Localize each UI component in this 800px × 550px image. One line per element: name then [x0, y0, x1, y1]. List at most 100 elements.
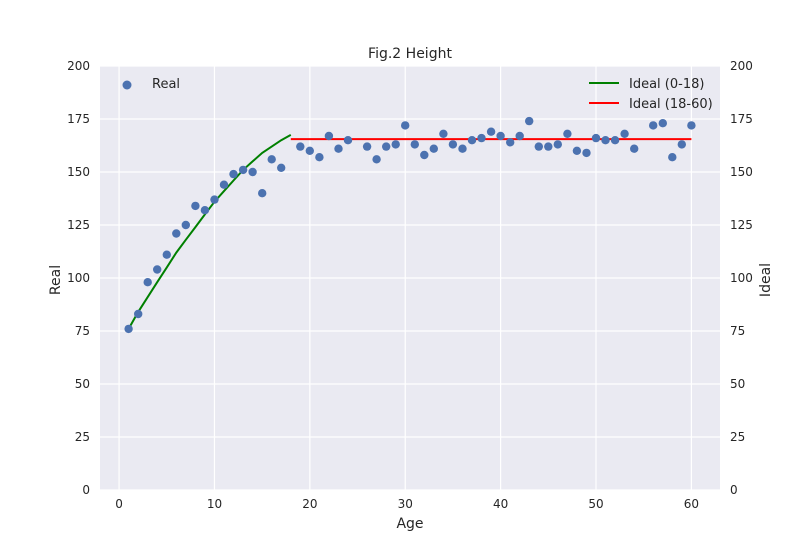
y-left-tick-label-2: 50: [75, 377, 90, 391]
x-tick-label-1: 10: [207, 497, 222, 511]
point-real-36: [486, 127, 496, 136]
x-axis-label: Age: [396, 516, 423, 532]
point-real-38: [506, 138, 515, 147]
point-real-42: [544, 142, 553, 151]
legend-right: Ideal (0-18) Ideal (18-60): [589, 77, 713, 112]
x-tick-label-4: 40: [493, 497, 508, 511]
x-tick-label-0: 0: [115, 497, 123, 511]
point-real-48: [601, 136, 610, 145]
point-real-51: [630, 144, 639, 153]
y-left-tick-label-6: 150: [67, 165, 90, 179]
x-tick-label-5: 50: [588, 497, 603, 511]
point-real-32: [448, 140, 458, 149]
y-right-tick-label-7: 175: [730, 112, 753, 126]
point-real-27: [401, 121, 410, 130]
point-real-26: [391, 140, 400, 149]
series-points-real: [124, 116, 696, 334]
point-real-43: [553, 140, 562, 149]
point-real-23: [362, 142, 372, 151]
point-real-20: [324, 131, 334, 141]
point-real-15: [267, 155, 276, 164]
y-left-tick-label-3: 75: [75, 324, 90, 338]
point-real-12: [238, 165, 248, 175]
point-real-50: [620, 129, 629, 138]
point-real-41: [534, 142, 543, 151]
y-left-tick-label-7: 175: [67, 112, 90, 126]
point-real-25: [382, 142, 391, 151]
point-real-34: [467, 136, 477, 145]
y-right-tick-label-5: 125: [730, 218, 753, 232]
point-real-22: [343, 136, 353, 145]
point-real-14: [258, 189, 267, 198]
point-real-56: [687, 121, 696, 130]
point-real-40: [525, 116, 534, 126]
point-real-35: [477, 133, 486, 143]
point-real-4: [162, 250, 171, 259]
point-real-9: [210, 195, 219, 204]
point-real-30: [429, 144, 438, 153]
y-right-tick-label-2: 50: [730, 377, 745, 391]
point-real-16: [277, 163, 286, 172]
point-real-37: [496, 131, 505, 141]
point-real-7: [191, 201, 200, 211]
point-real-47: [591, 133, 601, 143]
point-real-39: [515, 131, 524, 141]
y-right-tick-label-0: 0: [730, 483, 738, 497]
y-axis-right-ticks: 0 25 50 75 100 125 150 175 200: [730, 59, 753, 497]
y-right-tick-label-6: 150: [730, 165, 753, 179]
point-real-31: [439, 129, 448, 138]
legend-label-real: Real: [152, 77, 180, 92]
point-real-0: [124, 324, 133, 334]
point-real-21: [334, 144, 343, 153]
point-real-53: [658, 119, 667, 128]
point-real-13: [248, 167, 257, 177]
point-real-1: [134, 309, 143, 319]
point-real-18: [305, 146, 314, 155]
point-real-10: [219, 180, 229, 189]
point-real-2: [143, 278, 152, 287]
point-real-24: [372, 155, 381, 164]
point-real-11: [229, 169, 238, 179]
grid: [100, 65, 720, 491]
point-real-6: [181, 220, 190, 230]
point-real-33: [458, 144, 467, 153]
chart-title: Fig.2 Height: [368, 46, 452, 62]
point-real-54: [668, 153, 677, 162]
y-axis-left-label: Real: [48, 265, 64, 295]
point-real-5: [172, 229, 181, 238]
y-right-tick-label-3: 75: [730, 324, 745, 338]
x-tick-label-6: 60: [684, 497, 699, 511]
point-real-49: [610, 136, 620, 145]
y-right-tick-label-4: 100: [730, 271, 753, 285]
legend-marker-real: [122, 80, 132, 90]
x-tick-label-3: 30: [398, 497, 413, 511]
y-axis-right-label: Ideal: [758, 263, 774, 297]
point-real-46: [582, 148, 591, 158]
legend-label-ideal-18-60: Ideal (18-60): [629, 97, 713, 112]
y-left-tick-label-5: 125: [67, 218, 90, 232]
series-layer: [124, 116, 696, 334]
y-right-tick-label-1: 25: [730, 430, 745, 444]
y-right-tick-label-8: 200: [730, 59, 753, 73]
y-left-tick-label-0: 0: [82, 483, 90, 497]
point-real-17: [296, 142, 305, 151]
point-real-3: [153, 265, 162, 274]
point-real-19: [315, 153, 324, 162]
y-left-tick-label-4: 100: [67, 271, 90, 285]
point-real-45: [572, 146, 582, 155]
y-axis-left-ticks: 0 25 50 75 100 125 150 175 200: [67, 59, 90, 497]
point-real-52: [649, 121, 658, 130]
point-real-55: [677, 140, 686, 149]
series-line-ideal-0-18: [127, 134, 292, 330]
point-real-8: [200, 206, 210, 215]
x-tick-label-2: 20: [302, 497, 317, 511]
legend-label-ideal-0-18: Ideal (0-18): [629, 77, 704, 92]
point-real-29: [420, 150, 429, 160]
y-left-tick-label-8: 200: [67, 59, 90, 73]
x-axis-ticks: 0 10 20 30 40 50 60: [115, 497, 699, 511]
legend-left: Real: [122, 77, 180, 92]
point-real-44: [563, 129, 572, 138]
y-left-tick-label-1: 25: [75, 430, 90, 444]
point-real-28: [410, 140, 419, 149]
